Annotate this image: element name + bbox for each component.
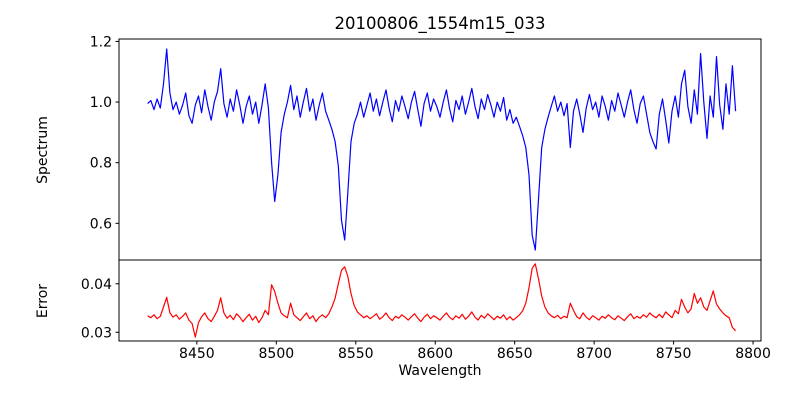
x-tick-label: 8600 bbox=[417, 346, 453, 362]
error-line bbox=[147, 263, 737, 338]
spectrum-panel-border bbox=[118, 38, 762, 261]
figure-title: 20100806_1554m15_033 bbox=[334, 14, 545, 34]
x-tick-label: 8650 bbox=[497, 346, 533, 362]
error-panel-border bbox=[118, 259, 762, 342]
error-y-axis-label: Error bbox=[35, 284, 51, 318]
plot-layer: 0.6 0.8 1.0 1.2 0.03 0.04 8450 8500 8550 8600 8650… bbox=[81, 34, 771, 362]
x-tick-label: 8500 bbox=[259, 346, 295, 362]
x-tick-label: 8550 bbox=[338, 346, 374, 362]
spectrum-line bbox=[147, 48, 737, 251]
x-tick-label: 8750 bbox=[656, 346, 692, 362]
x-tick-label: 8800 bbox=[735, 346, 771, 362]
x-axis-label: Wavelength bbox=[398, 363, 481, 379]
y-tick-label: 0.8 bbox=[90, 156, 112, 172]
y-tick-label: 0.04 bbox=[81, 277, 112, 293]
y-tick-label: 1.0 bbox=[90, 95, 112, 111]
y-tick-label: 0.6 bbox=[90, 216, 112, 232]
x-tick-label: 8700 bbox=[576, 346, 612, 362]
y-tick-label: 0.03 bbox=[81, 325, 112, 341]
x-tick-label: 8450 bbox=[179, 346, 215, 362]
spectrum-y-axis-label: Spectrum bbox=[35, 116, 51, 184]
y-tick-label: 1.2 bbox=[90, 34, 112, 50]
